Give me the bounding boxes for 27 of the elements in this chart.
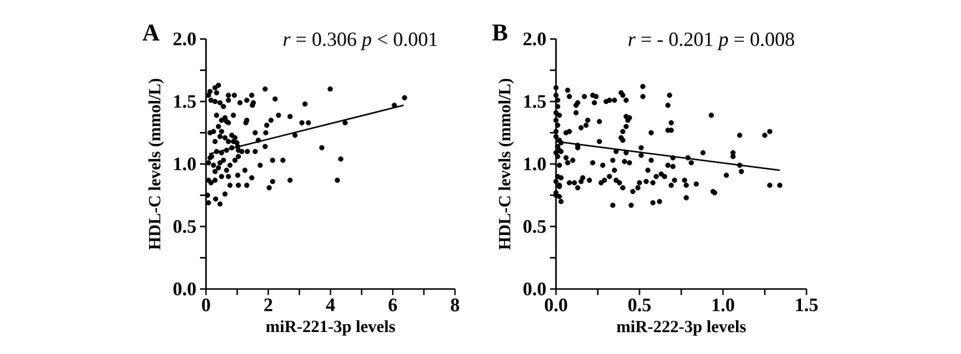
y-tick-label: 1.5 <box>524 95 546 108</box>
x-tick-label: 8 <box>450 298 460 312</box>
y-tick-label: 1.0 <box>524 158 546 170</box>
x-tick-label: 6 <box>388 298 397 312</box>
y-tick-label: 1.5 <box>174 95 196 108</box>
x-axis-title: miR-221-3p levels <box>266 320 396 336</box>
y-tick-label: 0.0 <box>523 282 546 296</box>
annotation: r = - 0.201 p = 0.008 <box>628 32 794 50</box>
x-tick-label: 4 <box>326 298 335 312</box>
x-tick-label: 1.0 <box>712 298 734 312</box>
y-axis-title: HDL-C levels (mmol/L) <box>148 78 164 250</box>
x-tick-label: 1.5 <box>796 298 818 312</box>
x-tick-label: 0 <box>202 298 210 312</box>
x-tick-label: 0.5 <box>628 298 651 312</box>
chart-title: A <box>142 24 160 40</box>
annotation: r = 0.306 p < 0.001 <box>283 32 437 50</box>
y-tick-label: 2.0 <box>524 32 546 46</box>
y-tick-label: 0.0 <box>173 282 196 296</box>
x-axis-title: miR-222-3p levels <box>616 320 746 336</box>
chart-title: B <box>492 24 508 40</box>
y-tick-label: 1.0 <box>174 158 196 170</box>
y-tick-label: 2.0 <box>174 32 196 46</box>
y-axis-title: HDL-C levels (mmol/L) <box>498 78 514 250</box>
y-tick-label: 0.5 <box>173 220 196 233</box>
y-tick-label: 0.5 <box>523 220 546 233</box>
x-tick-label: 0.0 <box>544 298 568 312</box>
x-tick-label: 2 <box>264 298 272 312</box>
